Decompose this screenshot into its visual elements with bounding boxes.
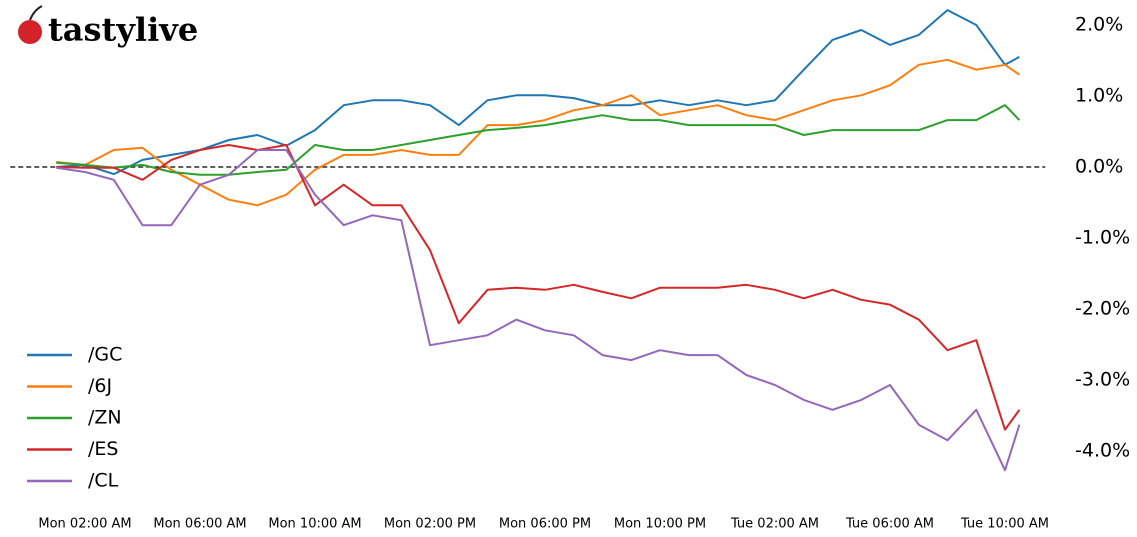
y-tick-label: -4.0% <box>1075 439 1130 461</box>
y-tick-label: -1.0% <box>1075 226 1130 248</box>
x-tick-label: Mon 10:00 PM <box>614 517 706 532</box>
y-tick-label: 1.0% <box>1075 84 1123 106</box>
legend-label: /ZN <box>88 407 122 429</box>
x-tick-label: Tue 10:00 AM <box>960 517 1049 532</box>
series-line <box>56 144 1021 431</box>
x-tick-label: Mon 02:00 PM <box>384 517 476 532</box>
y-tick-label: 0.0% <box>1075 155 1123 177</box>
logo: tastylive <box>18 5 198 49</box>
series-line <box>56 104 1021 176</box>
series-line <box>56 149 1021 472</box>
x-tick-label: Mon 06:00 AM <box>153 517 246 532</box>
y-tick-label: -2.0% <box>1075 297 1130 319</box>
x-tick-label: Mon 10:00 AM <box>268 517 361 532</box>
cherry-icon <box>18 20 42 44</box>
cherry-stem <box>29 5 43 21</box>
series-line <box>56 58 1020 207</box>
x-tick-label: Mon 02:00 AM <box>38 517 131 532</box>
series-line <box>56 9 1020 176</box>
legend-label: /CL <box>88 470 119 492</box>
x-tick-label: Tue 06:00 AM <box>845 517 934 532</box>
brand: tastylive <box>48 11 198 49</box>
legend-label: /ES <box>88 438 118 460</box>
x-tick-label: Mon 06:00 PM <box>499 517 591 532</box>
legend-label: /GC <box>88 344 122 366</box>
y-tick-label: -3.0% <box>1075 368 1130 390</box>
y-tick-label: 2.0% <box>1075 13 1123 35</box>
legend-label: /6J <box>88 375 112 397</box>
x-tick-label: Tue 02:00 AM <box>730 517 819 532</box>
